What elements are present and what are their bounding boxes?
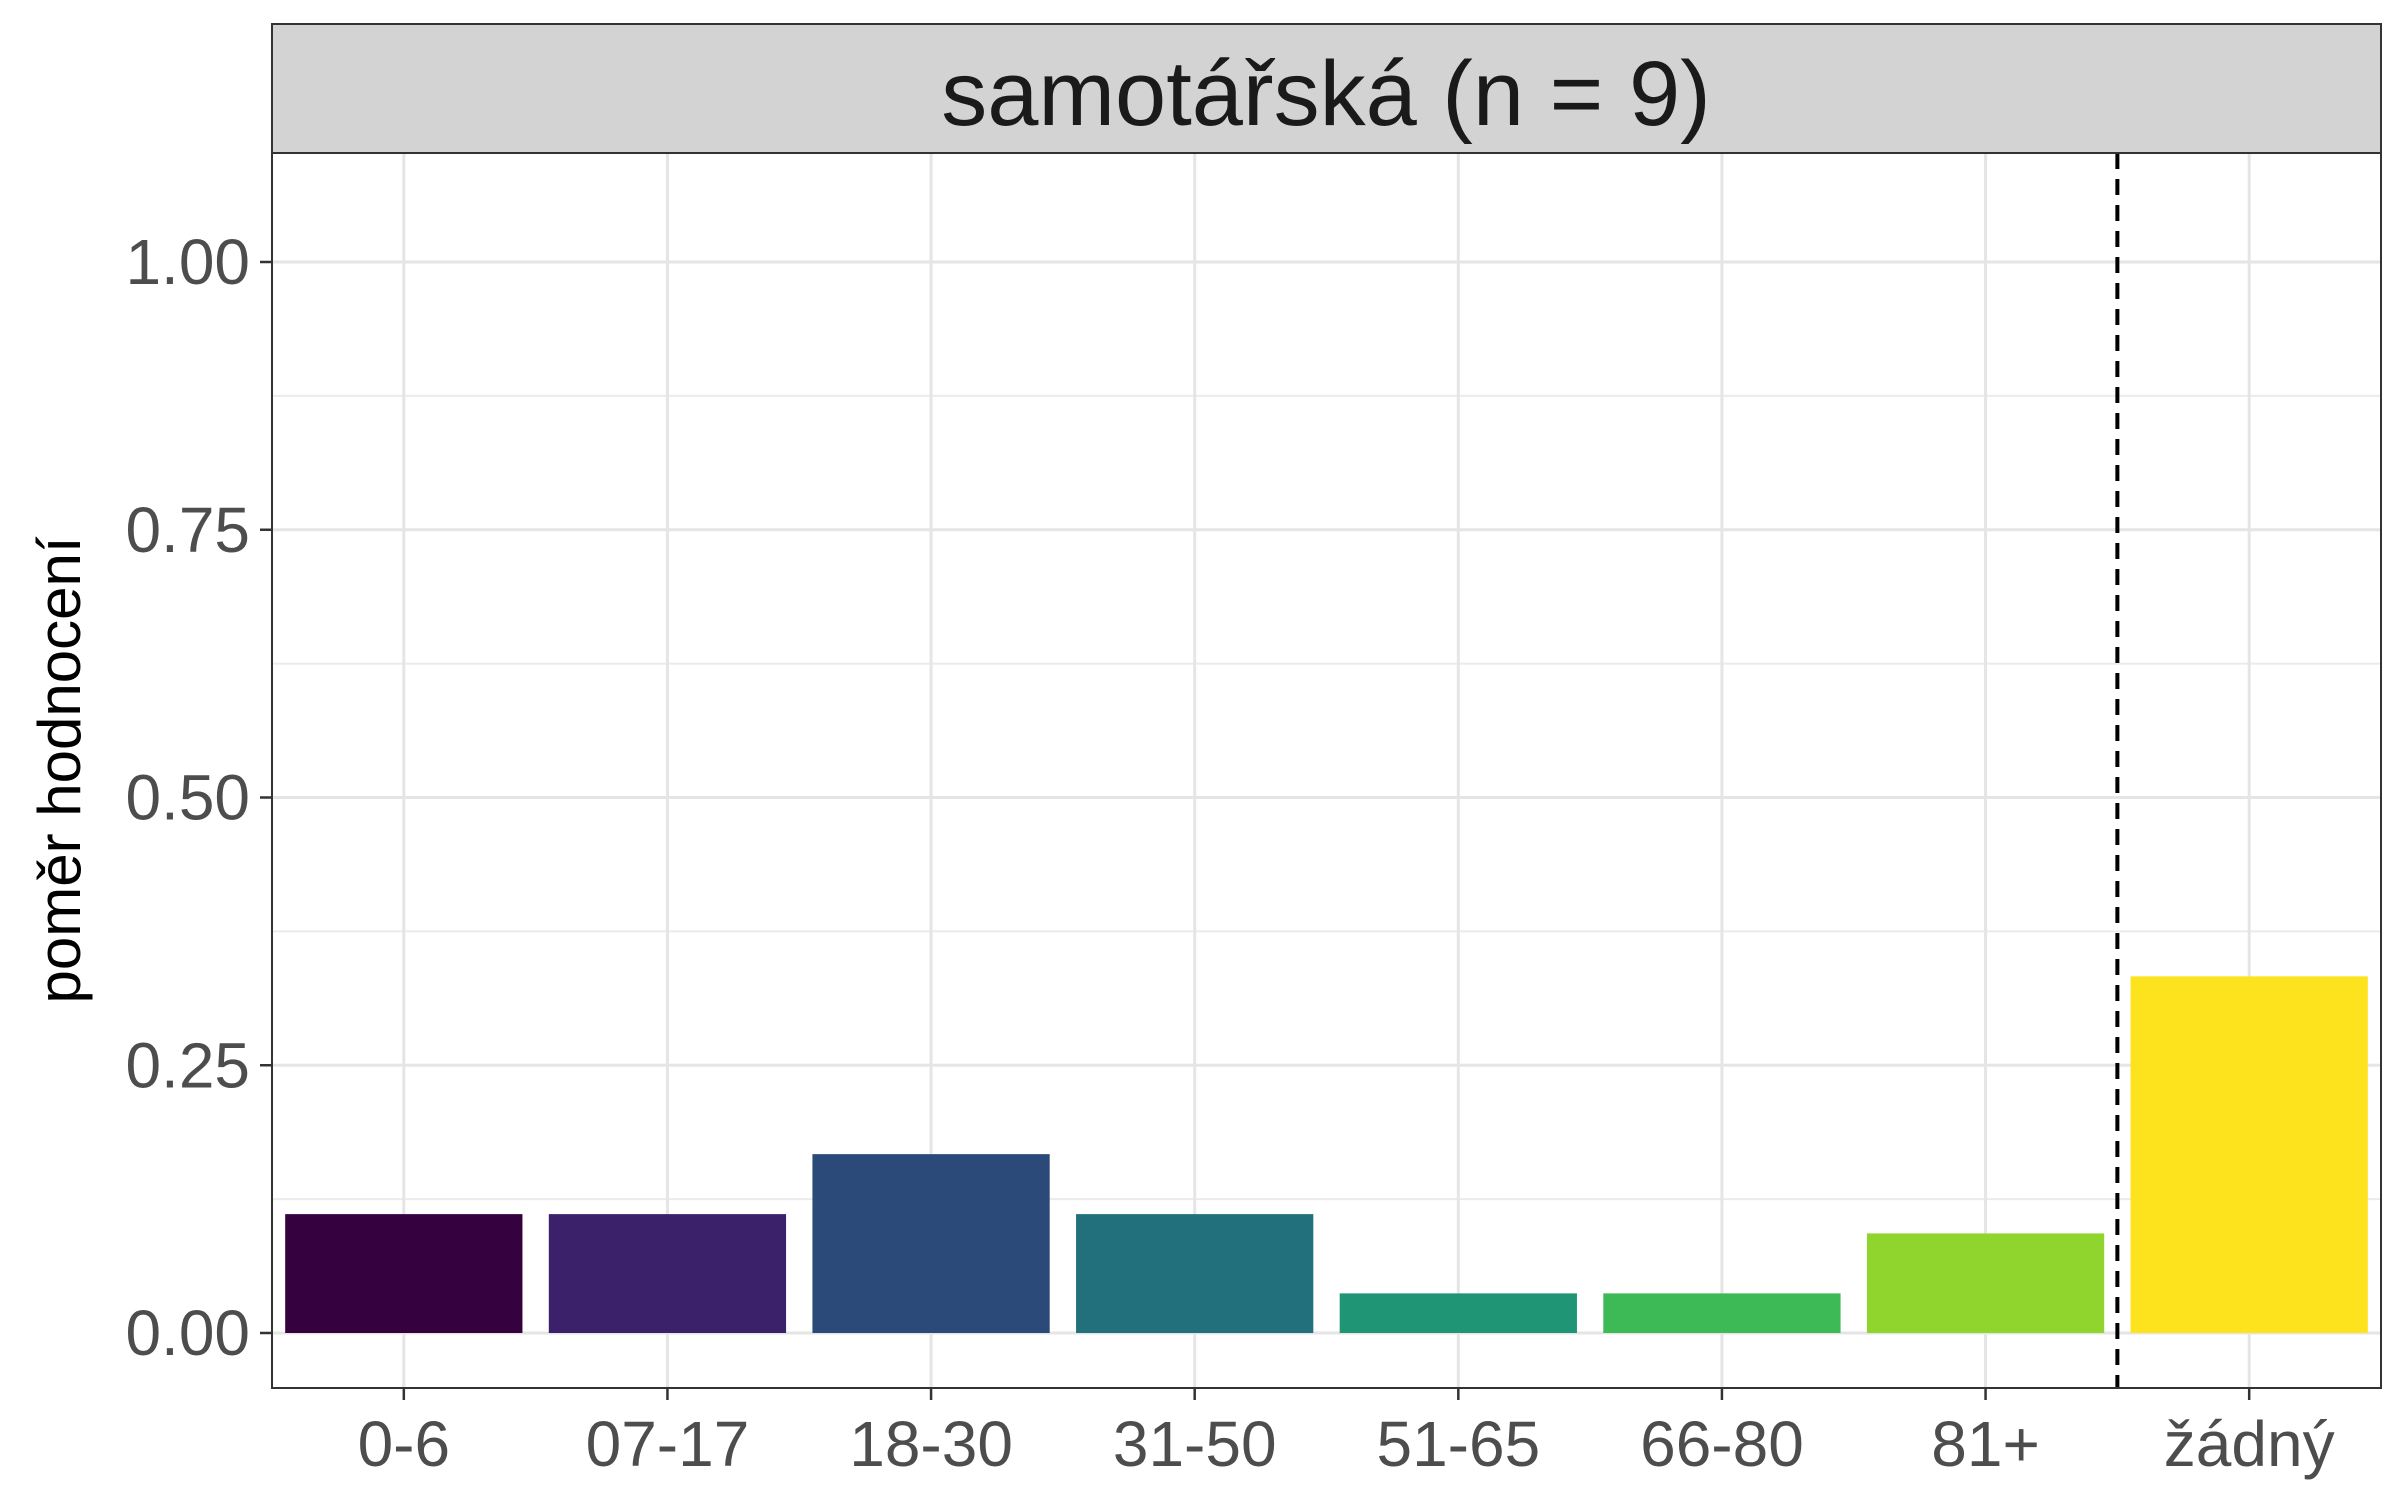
grid-minor-lines bbox=[272, 394, 2381, 1201]
facet-title: samotářská (n = 9) bbox=[941, 43, 1711, 145]
bar-81+ bbox=[1866, 1233, 2105, 1333]
x-tick-label: 07-17 bbox=[586, 1408, 750, 1480]
plot-panel bbox=[272, 153, 2381, 1388]
x-axis: 0-6 07-17 18-30 31-50 51-65 66-80 81+ žádný bbox=[358, 1388, 2335, 1480]
y-tick-label: 0.75 bbox=[125, 494, 250, 566]
plot-panel-border bbox=[271, 152, 2382, 1389]
bar-18-30 bbox=[812, 1154, 1050, 1333]
x-tick-label: 51-65 bbox=[1376, 1408, 1540, 1480]
x-tick-label: 18-30 bbox=[849, 1408, 1013, 1480]
bar-0-6 bbox=[285, 1214, 523, 1333]
bar-51-65 bbox=[1339, 1293, 1577, 1333]
bar-31-50 bbox=[1076, 1214, 1314, 1333]
y-tick-label: 0.50 bbox=[125, 762, 250, 834]
x-tick-label: 81+ bbox=[1931, 1408, 2040, 1480]
y-tick-label: 0.25 bbox=[125, 1029, 250, 1101]
bar-07-17 bbox=[548, 1214, 787, 1333]
y-axis-title: poměr hodnocení bbox=[26, 536, 93, 1003]
bar-66-80 bbox=[1603, 1293, 1841, 1333]
y-axis: 0.00 0.25 0.50 0.75 1.00 bbox=[125, 226, 272, 1369]
bar-žádný bbox=[2130, 976, 2368, 1333]
facet-strip bbox=[271, 23, 2382, 154]
x-tick-label: žádný bbox=[2164, 1408, 2335, 1480]
bars bbox=[285, 976, 2368, 1333]
grid-major-lines bbox=[272, 153, 2381, 1388]
y-tick-label: 1.00 bbox=[125, 226, 250, 298]
x-tick-label: 66-80 bbox=[1640, 1408, 1804, 1480]
y-tick-label: 0.00 bbox=[125, 1297, 250, 1369]
x-tick-label: 0-6 bbox=[358, 1408, 451, 1480]
x-tick-label: 31-50 bbox=[1113, 1408, 1277, 1480]
